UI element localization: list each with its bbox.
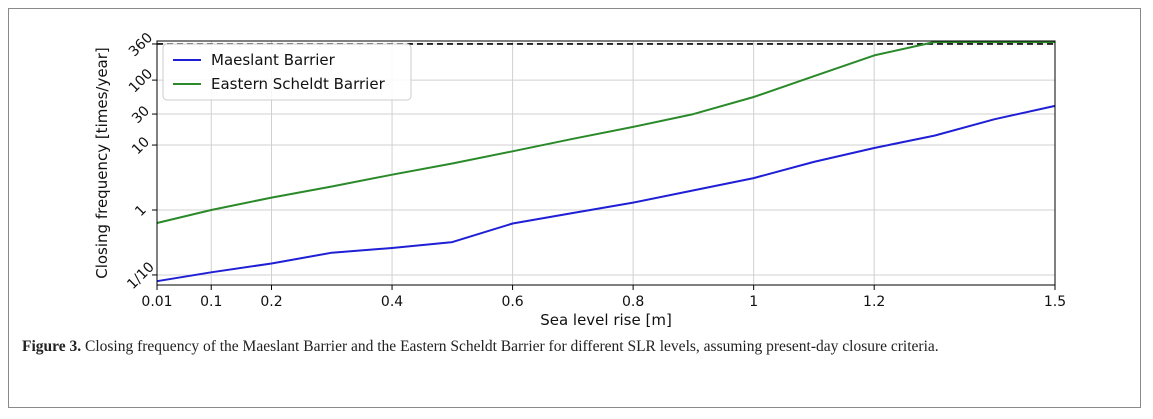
figure-caption: Figure 3. Closing frequency of the Maesl… [22,335,1112,358]
legend-label: Maeslant Barrier [211,51,336,69]
legend-box [162,43,412,101]
x-tick-label: 1 [749,294,758,310]
y-tick-label: 10 [129,134,153,158]
y-axis-ticks: 1/10 1 10 30 100 360 [124,30,158,293]
x-tick-label: 1.2 [863,294,885,310]
x-tick-label: 0.8 [622,294,644,310]
x-axis-label: Sea level rise [m] [540,311,672,329]
x-axis-ticks: 0.01 0.1 0.2 0.4 0.6 0.8 1 1.2 1.5 [141,285,1066,310]
y-tick-label: 100 [126,66,156,96]
legend: Maeslant Barrier Eastern Scheldt Barrier [162,43,412,101]
y-tick-label: 30 [129,103,153,127]
x-tick-label: 1.5 [1044,294,1066,310]
x-tick-label: 0.6 [501,294,523,310]
x-tick-label: 0.1 [200,294,222,310]
x-tick-label: 0.01 [141,294,172,310]
caption-text: Closing frequency of the Maeslant Barrie… [81,338,939,355]
series-lines [156,41,1056,283]
series-line-0 [156,104,1056,283]
line-chart: 0.01 0.1 0.2 0.4 0.6 0.8 1 1.2 1.5 1/10 1 10 30 100 3… [93,30,1066,329]
y-tick-label: 360 [126,30,156,60]
plot-area [156,40,1056,286]
x-tick-label: 0.4 [381,294,403,310]
x-tick-label: 0.2 [260,294,282,310]
legend-label: Eastern Scheldt Barrier [211,75,386,93]
y-tick-label: 1/10 [124,259,158,293]
figure-label: Figure 3. [22,338,82,355]
series-line-1 [156,41,1055,224]
y-axis-label: Closing frequency [times/year] [93,47,111,279]
y-tick-label: 1 [132,202,150,220]
